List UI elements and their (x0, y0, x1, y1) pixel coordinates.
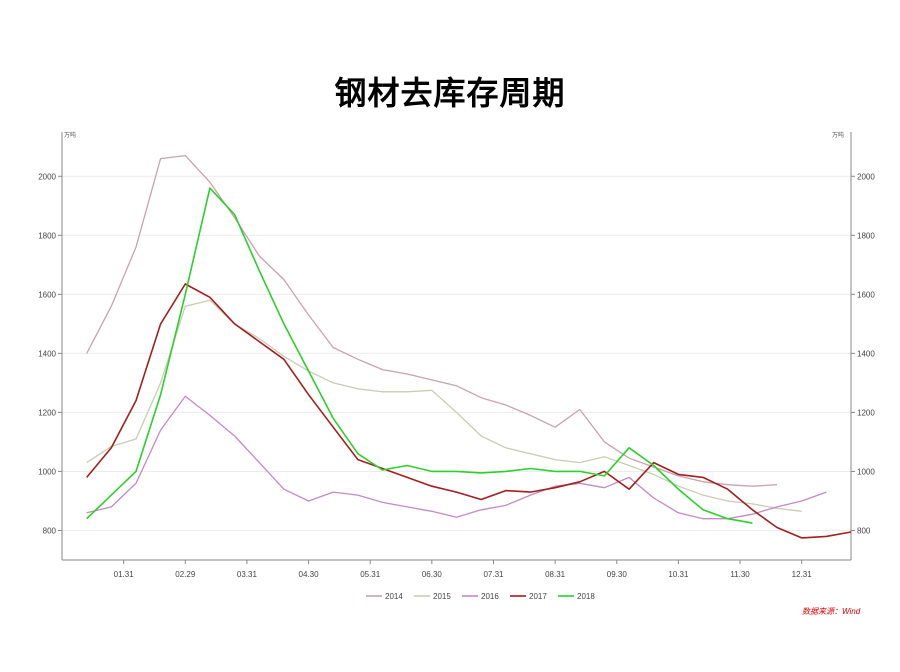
legend-label-2016: 2016 (481, 592, 499, 601)
y-tick-label-left: 1400 (38, 349, 56, 358)
y-tick-label-right: 1600 (857, 290, 875, 299)
series-lines (86, 154, 852, 539)
x-tick-label: 02.29 (175, 570, 196, 579)
x-tick-label: 07.31 (483, 570, 504, 579)
series-line-2016 (86, 395, 827, 520)
x-tick-label: 08.31 (545, 570, 566, 579)
x-ticks: 01.31 02.29 03.31 04.30 05.31 06.30 07.31 08.31… (114, 560, 813, 579)
x-tick-label: 10.31 (668, 570, 689, 579)
series-line-2017 (86, 283, 852, 539)
right-y-ticks: 800 1000 1200 1400 1600 1800 2000 (851, 172, 875, 535)
left-y-ticks: 800 1000 1200 1400 1600 1800 2000 (38, 172, 62, 535)
x-tick-label: 09.30 (607, 570, 628, 579)
plot-frame (61, 132, 852, 561)
right-unit-label: 万吨 (832, 131, 844, 139)
y-tick-label-right: 1800 (857, 231, 875, 240)
series-line-2018 (86, 187, 753, 524)
y-tick-label-left: 2000 (38, 172, 56, 181)
legend-label-2014: 2014 (385, 592, 403, 601)
legend-label-2015: 2015 (433, 592, 451, 601)
y-tick-label-left: 1600 (38, 290, 56, 299)
y-tick-label-right: 2000 (857, 172, 875, 181)
legend: 2014 2015 2016 2017 2018 (366, 592, 595, 601)
y-tick-label-right: 800 (857, 526, 871, 535)
x-tick-label: 03.31 (237, 570, 258, 579)
x-tick-label: 11.30 (730, 570, 750, 579)
x-tick-label: 12.31 (792, 570, 813, 579)
grid-lines (62, 175, 851, 531)
legend-label-2017: 2017 (529, 592, 547, 601)
page-title: 钢材去库存周期 (334, 74, 566, 112)
y-tick-label-left: 1200 (38, 408, 56, 417)
series-line-2014 (86, 154, 778, 487)
left-unit-label: 万吨 (64, 131, 76, 139)
x-tick-label: 05.31 (360, 570, 381, 579)
x-tick-label: 01.31 (114, 570, 135, 579)
y-tick-label-left: 800 (43, 526, 57, 535)
y-tick-label-right: 1400 (857, 349, 875, 358)
y-tick-label-left: 1000 (38, 467, 56, 476)
y-tick-label-left: 1800 (38, 231, 56, 240)
y-tick-label-right: 1200 (857, 408, 875, 417)
source-note: 数据来源：Wind (802, 607, 861, 616)
y-tick-label-right: 1000 (857, 467, 875, 476)
x-tick-label: 06.30 (422, 570, 443, 579)
legend-label-2018: 2018 (577, 592, 595, 601)
x-tick-label: 04.30 (299, 570, 320, 579)
series-line-2015 (86, 299, 802, 512)
